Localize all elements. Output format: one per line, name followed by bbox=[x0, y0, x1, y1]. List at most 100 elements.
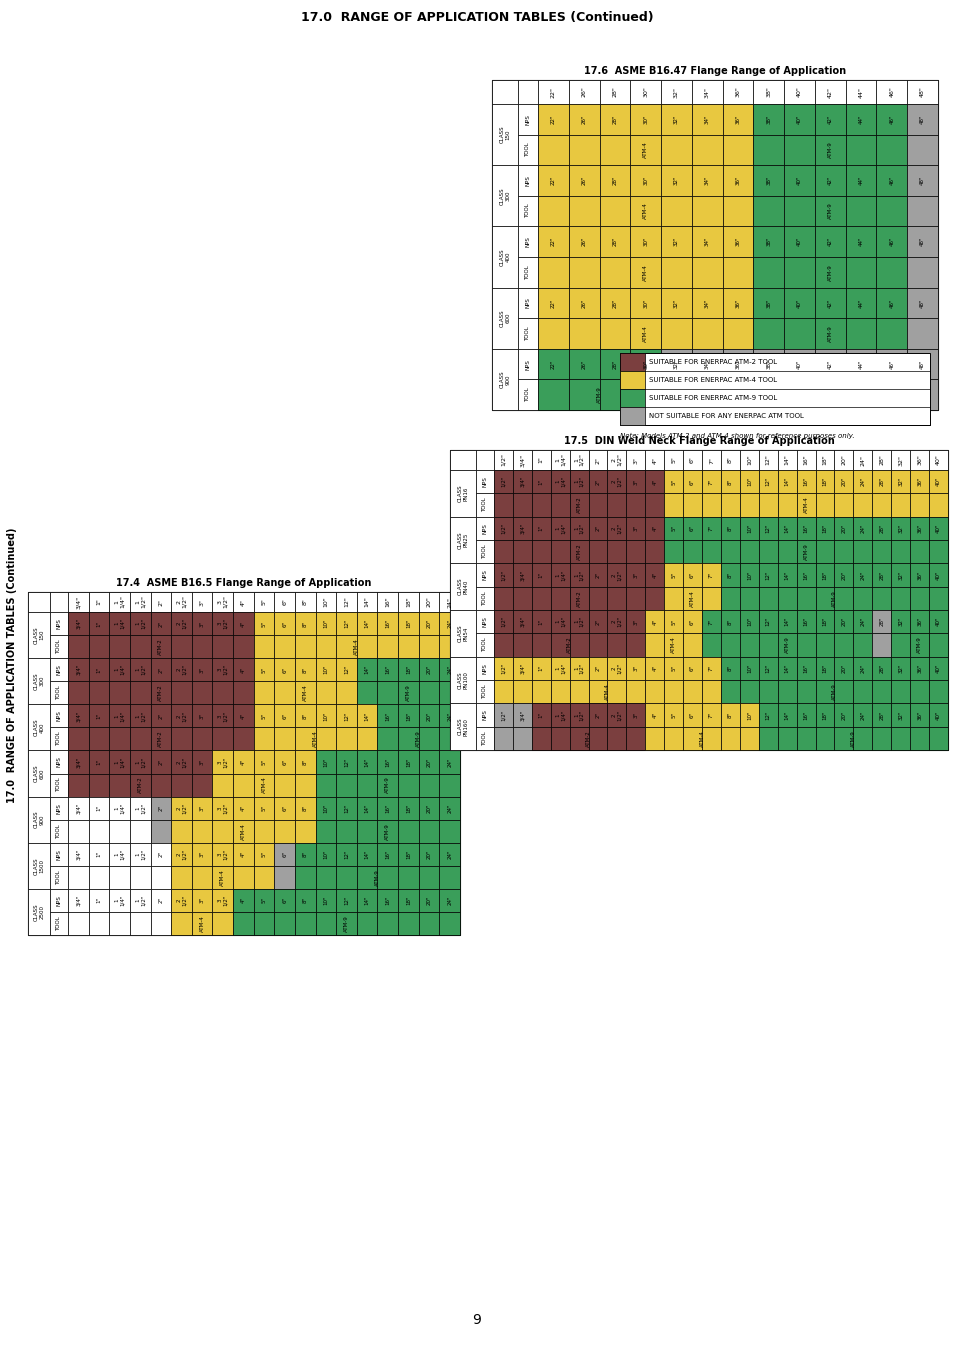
Bar bbox=[550, 493, 569, 517]
Bar bbox=[906, 196, 937, 227]
Text: 3": 3" bbox=[633, 711, 638, 718]
Bar bbox=[192, 659, 213, 682]
Text: 3": 3" bbox=[633, 525, 638, 532]
Text: 16": 16" bbox=[385, 849, 390, 859]
Bar bbox=[531, 493, 550, 517]
Text: 3
1/2": 3 1/2" bbox=[217, 849, 228, 860]
Text: NPS: NPS bbox=[482, 616, 487, 628]
Bar bbox=[397, 634, 418, 659]
Bar bbox=[876, 104, 906, 135]
Bar bbox=[619, 389, 644, 406]
Bar bbox=[439, 842, 459, 865]
Bar bbox=[89, 888, 110, 913]
Bar bbox=[531, 517, 550, 540]
Bar bbox=[531, 450, 550, 470]
Bar bbox=[815, 587, 834, 610]
Bar bbox=[701, 540, 720, 563]
Bar bbox=[663, 587, 682, 610]
Bar bbox=[213, 865, 233, 888]
Bar bbox=[758, 450, 777, 470]
Text: NPS: NPS bbox=[56, 618, 61, 629]
Bar bbox=[815, 680, 834, 703]
Bar bbox=[294, 728, 315, 751]
Bar bbox=[909, 610, 928, 633]
Bar bbox=[701, 450, 720, 470]
Bar bbox=[682, 470, 701, 493]
Text: 32": 32" bbox=[898, 477, 902, 486]
Bar bbox=[834, 470, 853, 493]
Bar bbox=[439, 612, 459, 634]
Bar bbox=[598, 256, 630, 288]
Bar bbox=[853, 726, 871, 751]
Text: 24": 24" bbox=[860, 617, 864, 626]
Bar bbox=[740, 726, 758, 751]
Text: CLASS
300: CLASS 300 bbox=[33, 672, 44, 690]
Text: 16": 16" bbox=[385, 618, 390, 628]
Text: 14": 14" bbox=[364, 618, 369, 628]
Text: 36": 36" bbox=[916, 477, 922, 486]
Bar bbox=[356, 705, 377, 728]
Bar bbox=[660, 348, 691, 379]
Bar bbox=[450, 656, 476, 703]
Bar bbox=[796, 540, 815, 563]
Bar bbox=[928, 563, 947, 587]
Bar bbox=[110, 612, 130, 634]
Text: 18": 18" bbox=[405, 849, 411, 859]
Bar bbox=[253, 634, 274, 659]
Bar bbox=[151, 751, 171, 774]
Text: CLASS
600: CLASS 600 bbox=[33, 764, 44, 782]
Bar bbox=[890, 726, 909, 751]
Bar bbox=[418, 593, 439, 612]
Text: 1": 1" bbox=[96, 598, 101, 605]
Bar bbox=[213, 593, 233, 612]
Bar bbox=[630, 227, 660, 256]
Bar bbox=[720, 656, 740, 680]
Bar bbox=[531, 703, 550, 726]
Text: 1": 1" bbox=[538, 525, 543, 532]
Bar bbox=[569, 610, 588, 633]
Bar bbox=[513, 563, 531, 587]
Text: 24": 24" bbox=[860, 710, 864, 720]
Text: 10": 10" bbox=[323, 895, 328, 905]
Text: 8": 8" bbox=[727, 618, 732, 625]
Bar bbox=[740, 470, 758, 493]
Text: 18": 18" bbox=[821, 570, 826, 579]
Bar bbox=[537, 379, 568, 410]
Bar bbox=[213, 751, 233, 774]
Text: 14": 14" bbox=[364, 895, 369, 905]
Bar bbox=[537, 80, 568, 104]
Text: 10": 10" bbox=[323, 757, 328, 767]
Bar bbox=[537, 288, 568, 319]
Text: 46": 46" bbox=[888, 359, 893, 369]
Bar bbox=[50, 913, 68, 936]
Bar bbox=[844, 196, 876, 227]
Text: 20": 20" bbox=[841, 664, 845, 674]
Text: 34": 34" bbox=[704, 238, 709, 247]
Bar bbox=[588, 563, 607, 587]
Text: 26": 26" bbox=[581, 359, 586, 369]
Bar bbox=[356, 593, 377, 612]
Bar bbox=[335, 888, 356, 913]
Text: 6": 6" bbox=[282, 713, 287, 718]
Text: 12": 12" bbox=[765, 524, 770, 533]
Bar bbox=[588, 450, 607, 470]
Bar bbox=[619, 406, 644, 425]
Bar bbox=[630, 256, 660, 288]
Text: 44": 44" bbox=[858, 115, 862, 124]
Bar bbox=[588, 633, 607, 656]
Bar bbox=[315, 634, 335, 659]
Text: 12": 12" bbox=[765, 570, 770, 579]
Text: 1
1/4": 1 1/4" bbox=[114, 710, 125, 721]
Bar bbox=[439, 634, 459, 659]
Bar bbox=[853, 633, 871, 656]
Text: 1": 1" bbox=[538, 618, 543, 625]
Bar bbox=[682, 726, 701, 751]
Bar bbox=[598, 319, 630, 348]
Bar bbox=[513, 470, 531, 493]
Text: 1": 1" bbox=[96, 898, 101, 903]
Bar bbox=[758, 633, 777, 656]
Bar bbox=[68, 796, 89, 819]
Bar bbox=[644, 450, 663, 470]
Text: 24": 24" bbox=[447, 803, 452, 813]
Bar bbox=[682, 450, 701, 470]
